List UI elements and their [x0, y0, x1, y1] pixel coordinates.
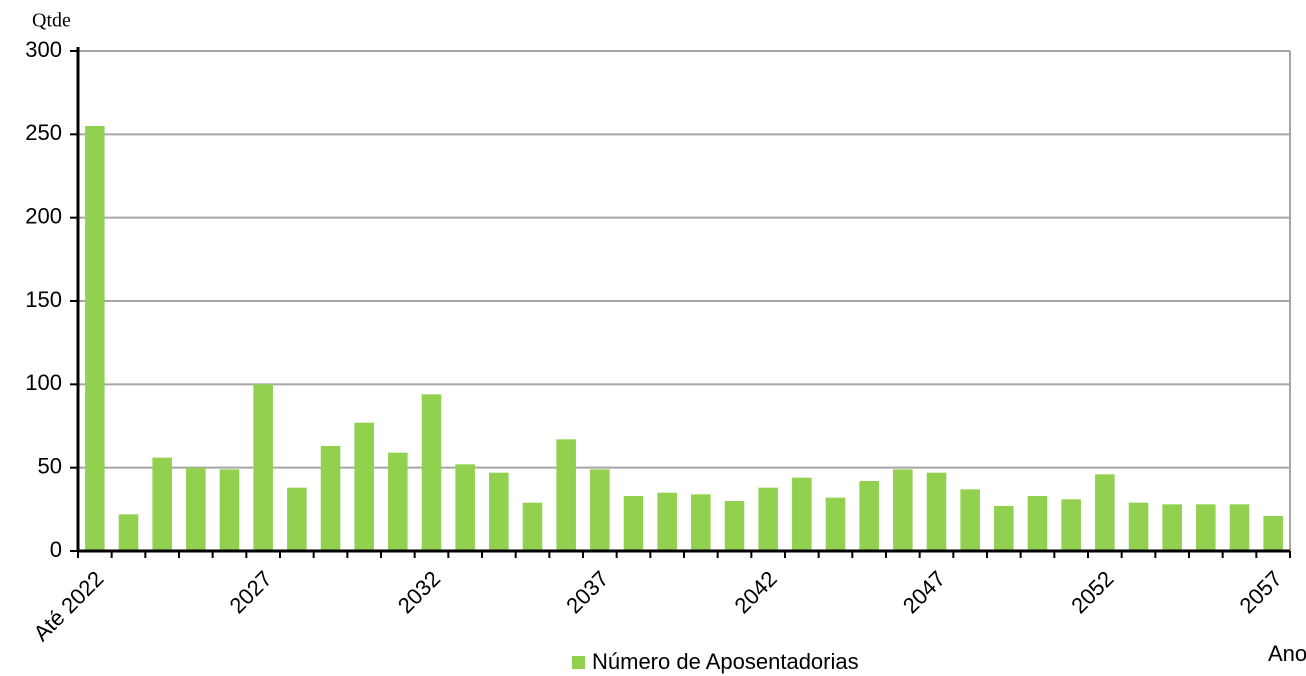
bar	[354, 422, 374, 551]
bar	[1162, 504, 1182, 551]
y-tick-label: 50	[38, 453, 62, 478]
y-tick-label: 0	[50, 537, 62, 562]
y-tick-label: 300	[25, 37, 62, 62]
bar	[1095, 474, 1115, 551]
y-tick-label: 200	[25, 203, 62, 228]
bar	[623, 496, 644, 551]
bar	[1263, 516, 1283, 551]
bar	[388, 452, 408, 551]
bar	[1229, 504, 1250, 551]
bar	[556, 439, 576, 551]
bar	[522, 502, 543, 551]
bar	[691, 494, 711, 551]
bar	[792, 477, 812, 551]
bar	[724, 501, 745, 551]
bar	[994, 506, 1014, 551]
x-tick-label: 2042	[730, 566, 782, 618]
bar	[152, 457, 172, 551]
x-axis-label: Ano	[1268, 641, 1306, 666]
x-tick-label: 2027	[225, 566, 277, 618]
bar	[118, 514, 139, 551]
bar	[320, 446, 341, 551]
legend-swatch	[572, 656, 585, 669]
bar	[421, 394, 442, 551]
x-tick-label: 2032	[393, 566, 445, 618]
x-tick-label: 2052	[1066, 566, 1118, 618]
bar	[219, 469, 240, 551]
bar	[893, 469, 913, 551]
x-tick-label: 2047	[898, 566, 950, 618]
bar	[926, 472, 947, 551]
bar	[287, 487, 307, 551]
bar	[85, 126, 105, 551]
bar	[489, 472, 509, 551]
bar	[186, 467, 206, 551]
y-axis-label: Qtde	[32, 10, 71, 32]
x-tick-label: 2057	[1235, 566, 1287, 618]
bar	[1061, 499, 1081, 551]
bar	[758, 487, 778, 551]
bar	[455, 464, 475, 551]
x-tick-label: Até 2022	[29, 566, 109, 646]
y-tick-label: 250	[25, 120, 62, 145]
y-tick-label: 100	[25, 370, 62, 395]
bar	[590, 469, 610, 551]
bar	[859, 481, 879, 551]
bar	[1128, 502, 1149, 551]
bar	[253, 384, 273, 551]
bar	[1027, 496, 1048, 551]
bar	[1196, 504, 1216, 551]
x-tick-label: 2037	[561, 566, 613, 618]
bar	[825, 497, 846, 551]
bar	[960, 489, 980, 551]
y-tick-label: 150	[25, 287, 62, 312]
legend-label: Número de Aposentadorias	[592, 649, 859, 674]
bar	[657, 492, 677, 551]
